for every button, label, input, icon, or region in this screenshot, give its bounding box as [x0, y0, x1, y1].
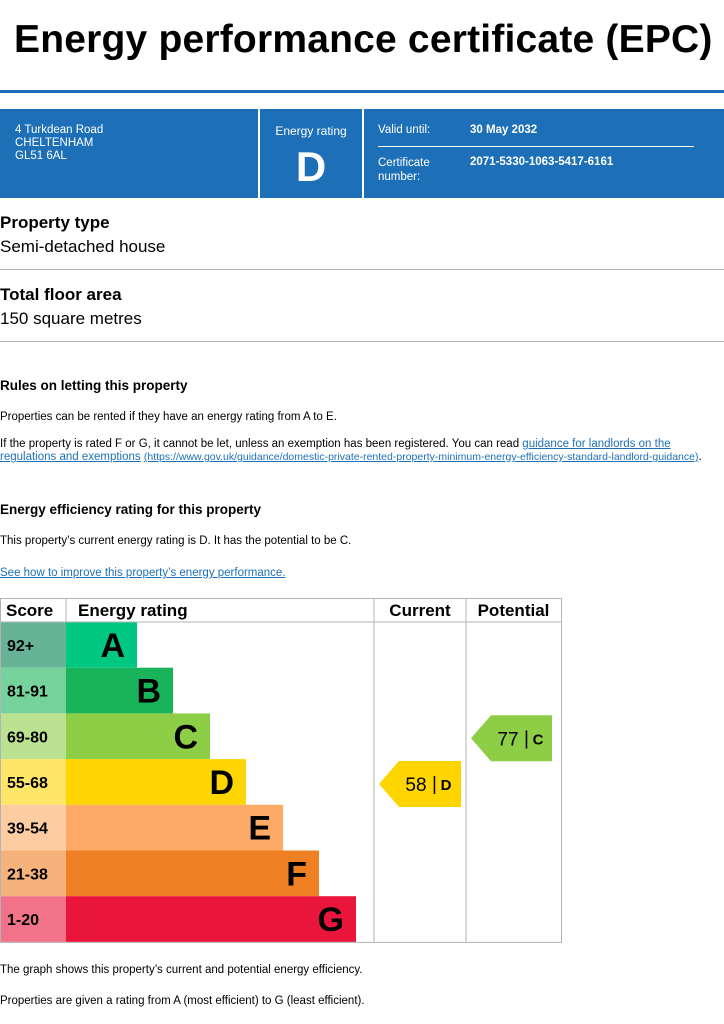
title-rule	[0, 90, 724, 93]
banner-rule	[378, 146, 694, 147]
score-label: 39-54	[7, 821, 48, 838]
rating-letter-a: A	[100, 627, 125, 665]
page-title: Energy performance certificate (EPC)	[14, 18, 713, 61]
rating-bar-f	[66, 850, 319, 897]
rating-letter-f: F	[286, 855, 307, 893]
score-cell	[0, 622, 66, 668]
score-header: Score	[6, 601, 53, 620]
floor-area-value: 150 square metres	[0, 309, 142, 328]
rating-letter-c: C	[173, 718, 198, 756]
score-label: 92+	[7, 638, 34, 655]
energy-rating-chart: Score Energy rating Current Potential 92+ A 81…	[0, 598, 562, 943]
letting-rules-suffix: .	[698, 451, 702, 463]
summary-banner: 4 Turkdean Road CHELTENHAM GL51 6AL Ener…	[0, 109, 724, 198]
score-cell	[0, 850, 66, 897]
landlord-guidance-link[interactable]: guidance for landlords on the regulation…	[0, 438, 671, 463]
rating-letter-d: D	[209, 764, 234, 802]
energy-rating-label: Energy rating	[275, 124, 347, 138]
footer-para-1: The graph shows this property’s current …	[0, 964, 363, 976]
rating-bar-a	[66, 622, 137, 668]
improve-link-wrap: See how to improve this property’s energ…	[0, 567, 724, 580]
current-rating-arrow	[379, 760, 461, 807]
score-label: 81-91	[7, 684, 48, 701]
potential-rating-separator: |	[524, 728, 529, 749]
letting-rules-heading: Rules on letting this property	[0, 378, 188, 393]
rating-bar-b	[66, 667, 173, 714]
rating-letter-b: B	[136, 673, 161, 711]
score-cell	[0, 667, 66, 714]
landlord-guidance-url[interactable]: (https://www.gov.uk/guidance/domestic-pr…	[143, 451, 699, 463]
certificate-label-line-2: number:	[378, 171, 421, 183]
score-cell	[0, 804, 66, 851]
banner-divider	[258, 109, 260, 198]
score-cell	[0, 896, 66, 942]
rating-letter-g: G	[318, 901, 344, 939]
score-label: 55-68	[7, 775, 48, 792]
score-label: 21-38	[7, 866, 48, 883]
valid-until-label: Valid until:	[378, 124, 431, 136]
potential-header: Potential	[478, 601, 550, 620]
letting-rules-text: If the property is rated F or G, it cann…	[0, 438, 523, 450]
section-divider	[0, 341, 724, 342]
floor-area-heading: Total floor area	[0, 285, 122, 304]
efficiency-para: This property’s current energy rating is…	[0, 535, 352, 547]
certificate-number-value: 2071-5330-1063-5417-6161	[470, 156, 614, 168]
score-cell	[0, 713, 66, 760]
address-block: 4 Turkdean Road CHELTENHAM GL51 6AL	[15, 124, 103, 163]
footer-para-2: Properties are given a rating from A (mo…	[0, 995, 365, 1007]
current-rating-letter: D	[441, 777, 452, 794]
property-type-heading: Property type	[0, 213, 110, 232]
section-divider	[0, 269, 724, 270]
current-header: Current	[389, 601, 451, 620]
rating-letter-e: E	[248, 810, 271, 848]
potential-rating-letter: C	[533, 731, 544, 748]
energy-rating-header: Energy rating	[78, 601, 188, 620]
address-line-2: CHELTENHAM	[15, 137, 94, 149]
letting-rules-para-1: Properties can be rented if they have an…	[0, 411, 337, 423]
letting-rules-para-2: If the property is rated F or G, it cann…	[0, 438, 724, 464]
rating-bar-e	[66, 804, 283, 851]
score-label: 69-80	[7, 729, 48, 746]
banner-divider	[362, 109, 364, 198]
potential-rating-score: 77	[497, 729, 518, 750]
chart-border	[0, 598, 562, 943]
potential-rating-arrow	[471, 715, 552, 762]
score-label: 1-20	[7, 912, 39, 929]
address-line-1: 4 Turkdean Road	[15, 124, 104, 136]
certificate-label-line-1: Certificate	[378, 157, 430, 169]
address-line-3: GL51 6AL	[15, 150, 67, 162]
current-rating-separator: |	[432, 774, 437, 795]
energy-rating-value: D	[295, 143, 327, 190]
rating-bar-d	[66, 759, 246, 805]
improve-performance-link[interactable]: See how to improve this property’s energ…	[0, 567, 286, 579]
property-type-value: Semi-detached house	[0, 237, 166, 256]
efficiency-heading: Energy efficiency rating for this proper…	[0, 502, 262, 517]
valid-until-value: 30 May 2032	[470, 124, 538, 136]
rating-bar-g	[66, 896, 356, 942]
current-rating-score: 58	[405, 775, 426, 796]
certificate-number-label: Certificate number:	[378, 156, 430, 184]
score-cell	[0, 759, 66, 805]
rating-bar-c	[66, 713, 210, 760]
